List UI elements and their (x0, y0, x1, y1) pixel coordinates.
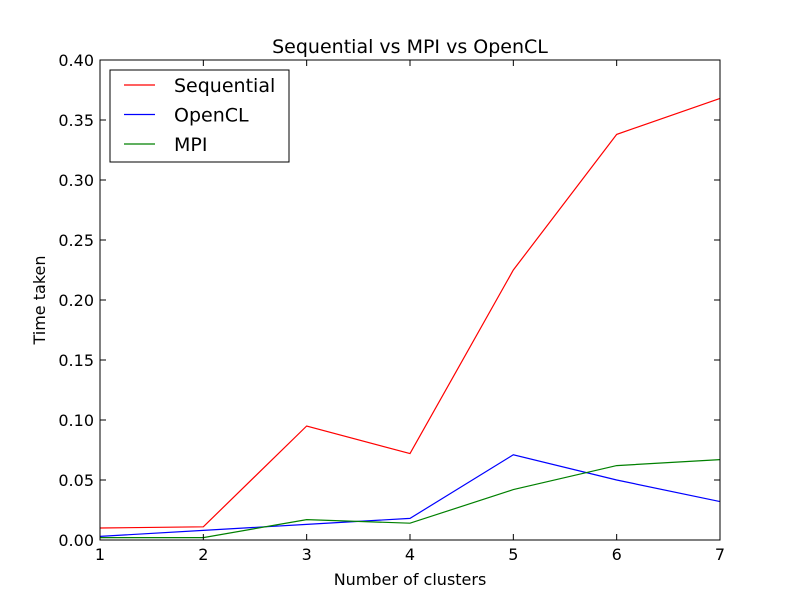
y-tick-label: 0.25 (58, 231, 94, 250)
legend-label-sequential: Sequential (174, 75, 275, 97)
x-axis-label: Number of clusters (334, 570, 487, 589)
x-tick-label: 3 (302, 545, 312, 564)
x-tick-label: 7 (715, 545, 725, 564)
y-tick-label: 0.35 (58, 111, 94, 130)
y-tick-label: 0.40 (58, 51, 94, 70)
axis-ticks: 1 2 3 4 5 6 7 0.00 0.05 0.10 0.15 0.20 0.25 0.30 0.35 0… (58, 51, 725, 564)
y-tick-label: 0.30 (58, 171, 94, 190)
y-tick-label: 0.20 (58, 291, 94, 310)
legend-label-opencl: OpenCL (174, 105, 249, 127)
series-line-sequential (99, 97, 721, 529)
x-tick-label: 2 (198, 545, 208, 564)
y-tick-label: 0.05 (58, 471, 94, 490)
y-tick-label: 0.10 (58, 411, 94, 430)
plot-frame (99, 59, 721, 541)
y-axis-label: Time taken (30, 256, 49, 346)
x-tick-label: 6 (612, 545, 622, 564)
chart-title: Sequential vs MPI vs OpenCL (272, 36, 548, 58)
y-tick-label: 0.15 (58, 351, 94, 370)
x-tick-label: 1 (95, 545, 105, 564)
legend-label-mpi: MPI (174, 134, 207, 156)
y-tick-label: 0.00 (58, 531, 94, 550)
series-line-opencl (99, 454, 721, 537)
x-tick-label: 4 (405, 545, 415, 564)
x-tick-label: 5 (508, 545, 518, 564)
legend: Sequential OpenCL MPI (109, 69, 290, 163)
